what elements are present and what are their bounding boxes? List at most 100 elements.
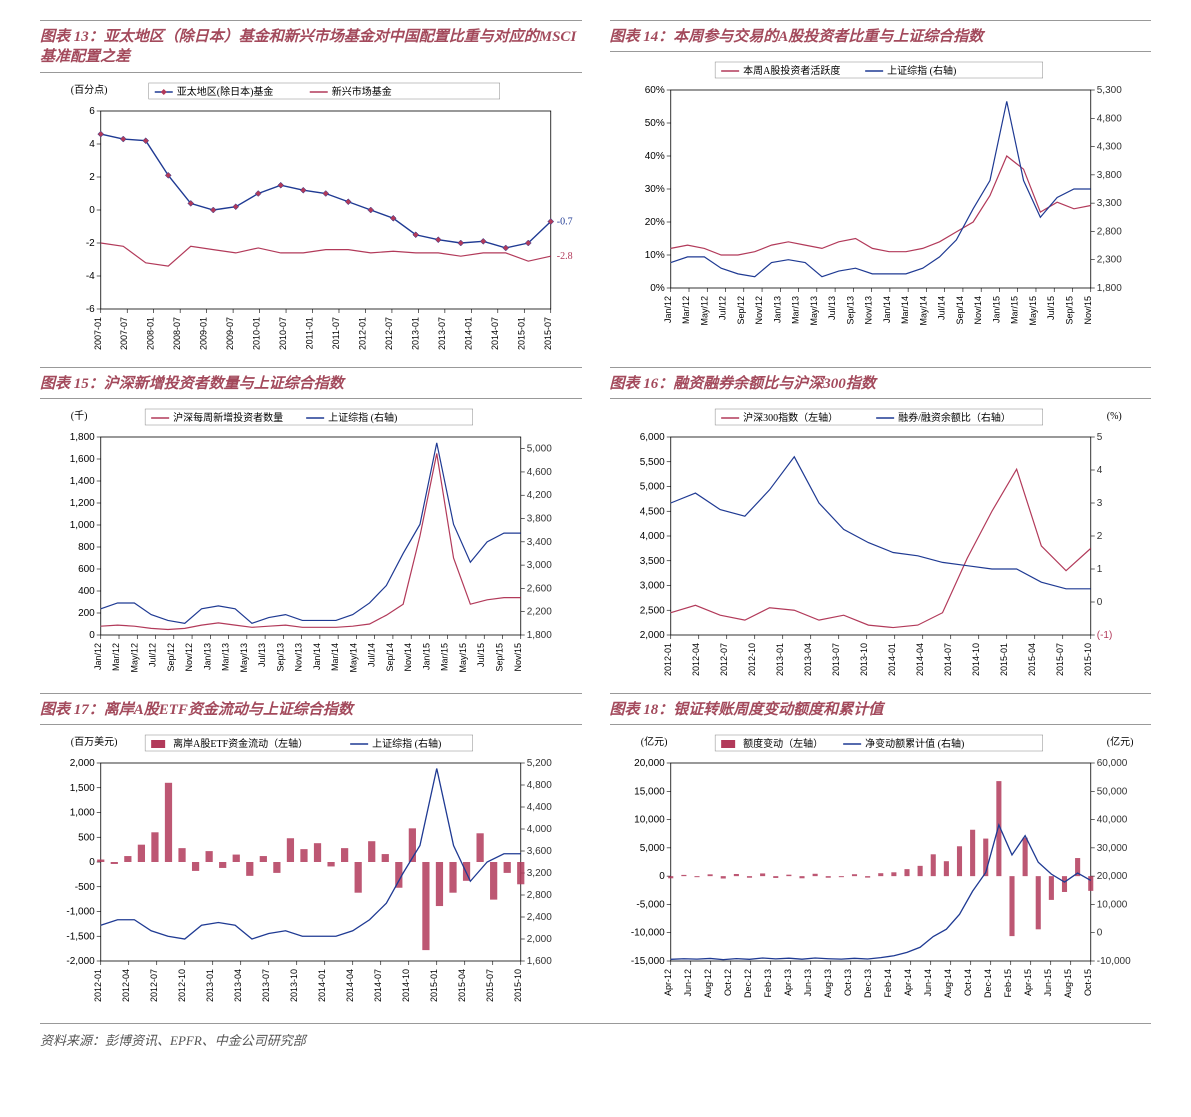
svg-text:Jan/15: Jan/15 [421,643,431,670]
svg-text:1,500: 1,500 [70,783,95,794]
svg-text:May/15: May/15 [458,643,468,673]
svg-text:2007-07: 2007-07 [119,317,129,350]
svg-text:上证综指 (右轴): 上证综指 (右轴) [887,64,956,77]
svg-text:2015-07: 2015-07 [543,317,553,350]
svg-text:-2,000: -2,000 [66,956,95,967]
svg-text:May/14: May/14 [348,643,358,673]
svg-text:5,000: 5,000 [527,443,552,454]
svg-text:Sep/15: Sep/15 [494,643,504,672]
svg-text:2012-04: 2012-04 [121,969,131,1002]
svg-text:2014-07: 2014-07 [373,969,383,1002]
source-note: 资料来源：彭博资讯、EPFR、中金公司研究部 [40,1023,1151,1049]
svg-text:800: 800 [78,542,95,553]
svg-text:Sep/14: Sep/14 [385,643,395,672]
svg-text:2014-10: 2014-10 [401,969,411,1002]
svg-text:May/14: May/14 [918,296,928,326]
svg-text:2014-01: 2014-01 [463,317,473,350]
svg-text:2012-07: 2012-07 [149,969,159,1002]
svg-text:Feb-15: Feb-15 [1002,969,1012,998]
svg-text:Sep/14: Sep/14 [954,296,964,325]
svg-text:Jul/12: Jul/12 [717,296,727,320]
svg-text:融券/融资余额比（右轴）: 融券/融资余额比（右轴） [898,411,1011,424]
svg-text:Jan/15: Jan/15 [991,296,1001,323]
svg-text:-4: -4 [86,271,95,282]
title-17: 图表 17：离岸A股ETF资金流动与上证综合指数 [40,693,582,725]
cell-15: 图表 15：沪深新增投资者数量与上证综合指数 02004006008001,00… [40,367,582,687]
svg-text:2015-04: 2015-04 [457,969,467,1002]
svg-text:3,600: 3,600 [527,846,552,857]
svg-text:2014-04: 2014-04 [914,643,924,676]
svg-text:本周A股投资者活跃度: 本周A股投资者活跃度 [743,64,840,77]
svg-text:2,200: 2,200 [527,606,552,617]
svg-text:2,000: 2,000 [527,934,552,945]
svg-text:May/12: May/12 [129,643,139,673]
svg-text:0: 0 [1096,928,1102,939]
svg-text:5,200: 5,200 [527,758,552,769]
svg-text:5,500: 5,500 [639,457,664,468]
svg-text:0: 0 [89,857,95,868]
svg-text:沪深每周新增投资者数量: 沪深每周新增投资者数量 [173,411,283,424]
svg-text:500: 500 [78,832,95,843]
svg-text:3,000: 3,000 [527,560,552,571]
svg-text:Apr-14: Apr-14 [902,969,912,996]
svg-text:1,000: 1,000 [70,808,95,819]
svg-text:(千): (千) [71,410,88,422]
svg-text:6,000: 6,000 [639,432,664,443]
svg-text:Oct-12: Oct-12 [722,969,732,996]
svg-text:1: 1 [1096,564,1102,575]
svg-text:200: 200 [78,608,95,619]
svg-text:Dec-12: Dec-12 [742,969,752,998]
svg-text:3,300: 3,300 [1096,198,1121,209]
svg-text:2012-04: 2012-04 [690,643,700,676]
svg-text:(-1): (-1) [1096,630,1112,641]
svg-text:亚太地区(除日本)基金: 亚太地区(除日本)基金 [177,85,274,98]
chart-16: 2,0002,5003,0003,5004,0004,5005,0005,500… [610,407,1152,687]
svg-text:Jul/12: Jul/12 [148,643,158,667]
svg-text:0: 0 [89,205,95,216]
svg-text:20%: 20% [644,217,664,228]
svg-text:3,200: 3,200 [527,868,552,879]
svg-text:额度变动（左轴）: 额度变动（左轴） [743,737,823,750]
svg-text:新兴市场基金: 新兴市场基金 [332,85,392,98]
svg-text:(亿元): (亿元) [640,735,667,748]
svg-text:May/15: May/15 [1027,296,1037,326]
svg-text:上证综指 (右轴): 上证综指 (右轴) [328,411,397,424]
svg-text:2012-01: 2012-01 [357,317,367,350]
svg-text:2013-01: 2013-01 [205,969,215,1002]
svg-text:2012-07: 2012-07 [718,643,728,676]
title-14: 图表 14：本周参与交易的A股投资者比重与上证综合指数 [610,20,1152,52]
svg-text:3,400: 3,400 [527,537,552,548]
svg-text:5,000: 5,000 [639,843,664,854]
svg-text:Mar/15: Mar/15 [1009,296,1019,324]
svg-text:2015-01: 2015-01 [516,317,526,350]
svg-text:10,000: 10,000 [634,815,665,826]
svg-text:-10,000: -10,000 [1096,956,1130,967]
svg-text:2007-01: 2007-01 [93,317,103,350]
svg-text:-0.7: -0.7 [557,216,573,227]
svg-text:60%: 60% [644,85,664,96]
svg-text:Jul/13: Jul/13 [827,296,837,320]
svg-text:2015-10: 2015-10 [513,969,523,1002]
svg-text:Jan/14: Jan/14 [312,643,322,670]
svg-text:Jul/14: Jul/14 [936,296,946,320]
svg-text:2015-01: 2015-01 [998,643,1008,676]
svg-text:沪深300指数（左轴）: 沪深300指数（左轴） [743,411,838,424]
svg-text:Sep/13: Sep/13 [275,643,285,672]
svg-text:4,800: 4,800 [1096,114,1121,125]
svg-text:4,000: 4,000 [527,824,552,835]
svg-text:2013-07: 2013-07 [437,317,447,350]
svg-text:(百万美元): (百万美元) [71,735,118,748]
svg-text:Dec-13: Dec-13 [862,969,872,998]
svg-text:Sep/12: Sep/12 [735,296,745,325]
title-16: 图表 16：融资融券余额比与沪深300指数 [610,367,1152,399]
svg-text:-1,500: -1,500 [66,931,95,942]
svg-text:40,000: 40,000 [1096,815,1127,826]
svg-text:Jun-15: Jun-15 [1042,969,1052,997]
svg-text:(百分点): (百分点) [71,84,108,96]
svg-text:2,000: 2,000 [70,758,95,769]
svg-text:2015-04: 2015-04 [1026,643,1036,676]
title-18: 图表 18：银证转账周度变动额度和累计值 [610,693,1152,725]
svg-text:May/13: May/13 [239,643,249,673]
svg-text:Mar/13: Mar/13 [790,296,800,324]
svg-text:2012-01: 2012-01 [93,969,103,1002]
